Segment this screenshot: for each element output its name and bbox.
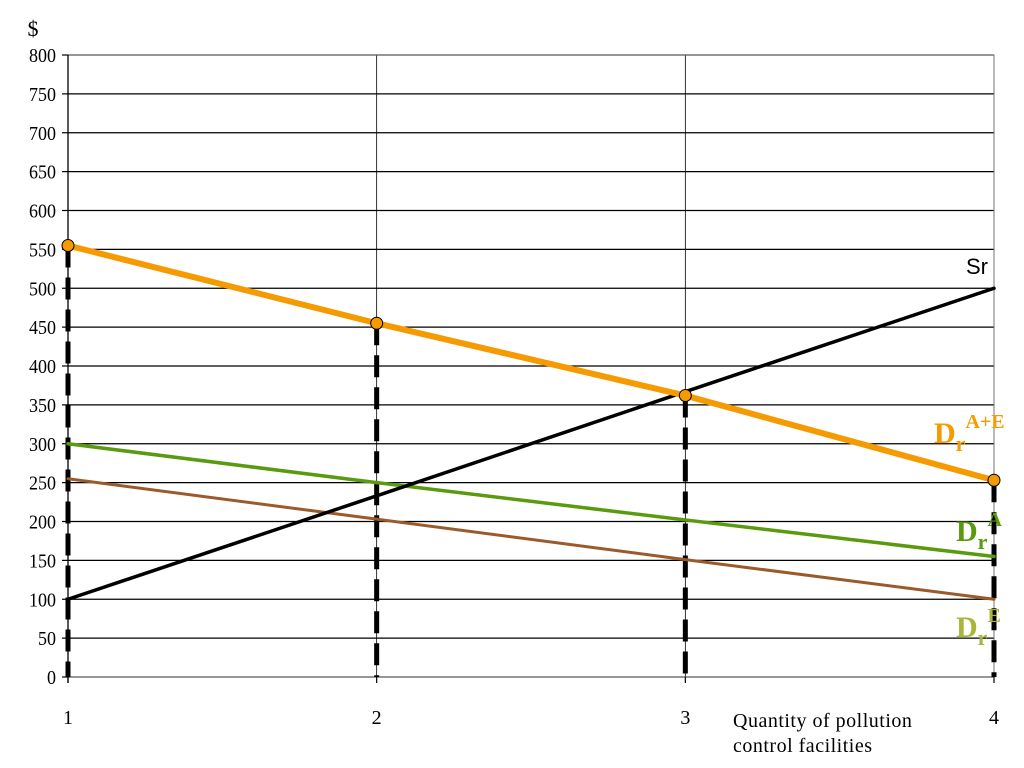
y-tick-label: 650 <box>29 162 56 184</box>
x-tick-label: 3 <box>680 707 690 729</box>
y-tick-label: 250 <box>29 473 56 495</box>
y-tick-label: 550 <box>29 239 56 261</box>
series-label-main: D <box>934 417 956 450</box>
series-lines <box>65 242 997 601</box>
y-tick-label: 500 <box>29 278 56 300</box>
axes <box>62 54 995 683</box>
series-line <box>66 477 996 601</box>
series-label-sub: r <box>978 529 988 554</box>
series-label-sub: r <box>956 431 966 456</box>
x-tick-label: 4 <box>989 707 999 729</box>
x-tick-label: 1 <box>63 707 73 729</box>
y-tick-label: 350 <box>29 395 56 417</box>
series-line <box>66 286 996 601</box>
tick-labels: 0 50 100 150 200 250 300 350 400 450 500 550 600 650 7… <box>28 16 1000 757</box>
y-tick-label: 450 <box>29 317 56 339</box>
series-label: DrE <box>956 605 1001 650</box>
series-markers <box>61 238 1001 487</box>
y-tick-label: 50 <box>38 628 56 650</box>
x-axis-label-line: Quantity of pollution <box>733 710 912 732</box>
series-label-sub: r <box>978 625 988 650</box>
series-label-sup: E <box>987 605 1000 627</box>
x-axis-label-line: control facilities <box>733 735 873 757</box>
x-tick-label: 2 <box>372 707 382 729</box>
series-label-main: D <box>956 515 978 548</box>
series-point <box>987 473 1001 487</box>
y-tick-label: 0 <box>47 667 56 689</box>
y-tick-label: 300 <box>29 434 56 456</box>
y-tick-label: 800 <box>29 45 56 67</box>
series-label-main: D <box>956 611 978 644</box>
y-tick-label: 200 <box>29 512 56 534</box>
gridlines <box>67 54 995 678</box>
y-tick-label: 750 <box>29 84 56 106</box>
y-tick-label: 600 <box>29 201 56 223</box>
series-label: DrA+E <box>934 411 1005 456</box>
series-point <box>678 389 692 403</box>
y-axis-label: $ <box>28 16 39 41</box>
series-point <box>370 316 384 330</box>
series-label: DrA <box>956 509 1002 554</box>
y-tick-label: 150 <box>29 550 56 572</box>
series-label-sup: A+E <box>965 411 1004 433</box>
y-tick-label: 100 <box>29 589 56 611</box>
series-line <box>66 442 996 559</box>
y-tick-label: 700 <box>29 123 56 145</box>
series-line <box>65 242 997 484</box>
series-point <box>61 238 75 252</box>
series-label-sup: A <box>987 509 1002 531</box>
y-tick-label: 400 <box>29 356 56 378</box>
series-label: Sr <box>966 254 988 279</box>
